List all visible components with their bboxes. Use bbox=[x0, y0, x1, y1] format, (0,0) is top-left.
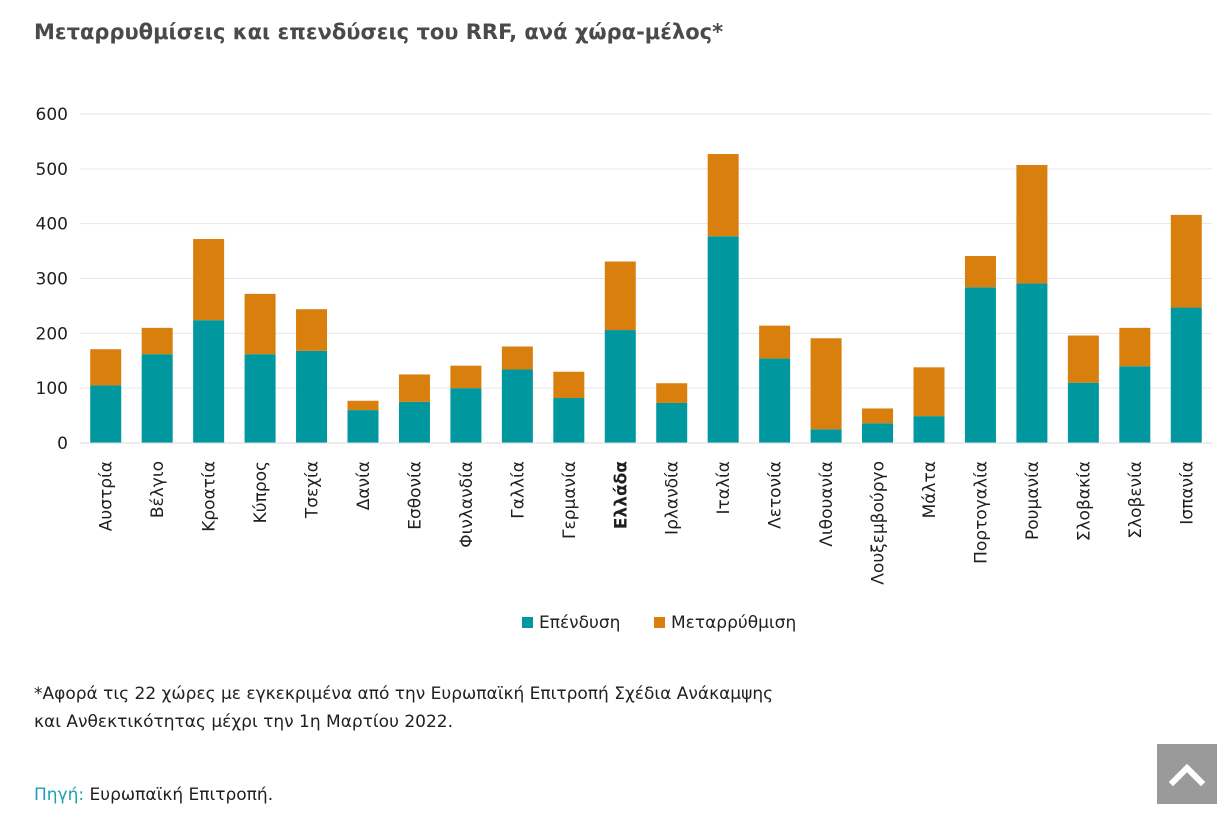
x-category-label: Ελλάδα bbox=[611, 461, 631, 529]
x-category-label: Λουξεμβούργο bbox=[869, 461, 889, 585]
footnote-line-1: *Αφορά τις 22 χώρες με εγκεκριμένα από τ… bbox=[34, 684, 774, 704]
bar-reform bbox=[347, 400, 379, 411]
footnote: *Αφορά τις 22 χώρες με εγκεκριμένα από τ… bbox=[34, 680, 934, 736]
bar-investment bbox=[347, 410, 379, 443]
bar-reform bbox=[141, 327, 173, 355]
bar-investment bbox=[656, 402, 688, 443]
y-tick-label: 500 bbox=[36, 160, 68, 180]
bar-reform bbox=[604, 261, 636, 331]
legend-label: Επένδυση bbox=[539, 613, 620, 633]
bar-reform bbox=[193, 239, 225, 321]
stacked-bar-chart: 0 100 200 300 400 500 600 Αυστρία Βέλγιο Κροατία… bbox=[36, 105, 1212, 633]
y-tick-label: 0 bbox=[57, 434, 68, 454]
x-axis-category-labels: Αυστρία Βέλγιο Κροατία Κύπρος Τσεχία Δανία Εσθ… bbox=[97, 461, 1198, 585]
bar-investment bbox=[707, 236, 739, 443]
bar-reform bbox=[759, 325, 791, 359]
x-category-label: Λιθουανία bbox=[817, 461, 837, 547]
bars bbox=[90, 154, 1202, 443]
bar-investment bbox=[1170, 307, 1202, 443]
legend-swatch bbox=[654, 617, 665, 628]
bar-reform bbox=[913, 367, 945, 417]
source-text: Ευρωπαϊκή Επιτροπή. bbox=[89, 785, 274, 805]
bar-reform bbox=[90, 349, 122, 386]
bar-reform bbox=[553, 371, 585, 399]
legend: Επένδυση Μεταρρύθμιση bbox=[522, 613, 796, 633]
x-category-label: Σλοβακία bbox=[1074, 461, 1094, 541]
bar-reform bbox=[1067, 335, 1099, 383]
x-category-label: Αυστρία bbox=[97, 461, 117, 531]
x-category-label: Δανία bbox=[354, 461, 374, 510]
bar-investment bbox=[1067, 382, 1099, 443]
bar-reform bbox=[810, 338, 842, 430]
bar-reform bbox=[656, 383, 688, 403]
bar-reform bbox=[1016, 164, 1048, 284]
bar-reform bbox=[296, 309, 328, 351]
bar-investment bbox=[1119, 366, 1151, 443]
scroll-to-top-button[interactable] bbox=[1157, 744, 1217, 804]
bar-reform bbox=[1170, 214, 1202, 308]
legend-label: Μεταρρύθμιση bbox=[671, 613, 796, 633]
x-category-label: Λετονία bbox=[766, 461, 786, 529]
bar-investment bbox=[759, 358, 791, 443]
bar-investment bbox=[604, 330, 636, 443]
chevron-up-icon bbox=[1168, 763, 1206, 787]
chart-title: Μεταρρυθμίσεις και επενδύσεις του RRF, α… bbox=[34, 20, 724, 44]
bar-reform bbox=[450, 365, 482, 389]
bar-reform bbox=[707, 154, 739, 237]
x-category-label: Ρουμανία bbox=[1023, 461, 1043, 540]
x-category-label: Γερμανία bbox=[560, 461, 580, 539]
x-category-label: Ιταλία bbox=[714, 461, 734, 514]
source-label: Πηγή: bbox=[34, 785, 85, 805]
bar-reform bbox=[862, 408, 894, 424]
bar-investment bbox=[90, 385, 122, 443]
x-category-label: Σλοβενία bbox=[1126, 461, 1146, 539]
bar-investment bbox=[193, 320, 225, 443]
x-category-label: Φινλανδία bbox=[457, 461, 477, 548]
bar-investment bbox=[810, 429, 842, 443]
bar-reform bbox=[244, 293, 276, 355]
source-note: Πηγή: Ευρωπαϊκή Επιτροπή. bbox=[34, 785, 273, 805]
bar-reform bbox=[1119, 327, 1151, 367]
bar-investment bbox=[1016, 283, 1048, 443]
x-category-label: Πορτογαλία bbox=[971, 461, 991, 564]
x-category-label: Κροατία bbox=[200, 461, 220, 532]
y-tick-label: 600 bbox=[36, 105, 68, 125]
bar-investment bbox=[913, 416, 945, 443]
x-category-label: Ισπανία bbox=[1177, 461, 1197, 525]
bar-investment bbox=[964, 287, 996, 443]
legend-swatch bbox=[522, 617, 533, 628]
x-category-label: Τσεχία bbox=[303, 461, 323, 519]
y-tick-label: 200 bbox=[36, 324, 68, 344]
x-category-label: Μάλτα bbox=[920, 461, 940, 518]
bar-investment bbox=[398, 401, 430, 443]
bar-investment bbox=[244, 354, 276, 443]
bar-reform bbox=[398, 374, 430, 402]
x-category-label: Ιρλανδία bbox=[663, 461, 683, 535]
x-category-label: Βέλγιο bbox=[148, 461, 168, 518]
x-category-label: Γαλλία bbox=[508, 461, 528, 519]
bar-investment bbox=[553, 398, 585, 443]
y-tick-label: 300 bbox=[36, 270, 68, 290]
bar-investment bbox=[296, 350, 328, 443]
bar-reform bbox=[964, 256, 996, 288]
bar-investment bbox=[450, 388, 482, 443]
footnote-line-2: και Ανθεκτικότητας μέχρι την 1η Μαρτίου … bbox=[34, 712, 453, 732]
y-tick-label: 100 bbox=[36, 379, 68, 399]
x-category-label: Κύπρος bbox=[251, 461, 271, 523]
x-category-label: Εσθονία bbox=[405, 461, 425, 530]
bar-reform bbox=[501, 346, 533, 370]
y-axis-tick-labels: 0 100 200 300 400 500 600 bbox=[36, 105, 68, 454]
y-tick-label: 400 bbox=[36, 215, 68, 235]
bar-investment bbox=[862, 423, 894, 443]
bar-investment bbox=[141, 354, 173, 443]
bar-investment bbox=[501, 369, 533, 443]
